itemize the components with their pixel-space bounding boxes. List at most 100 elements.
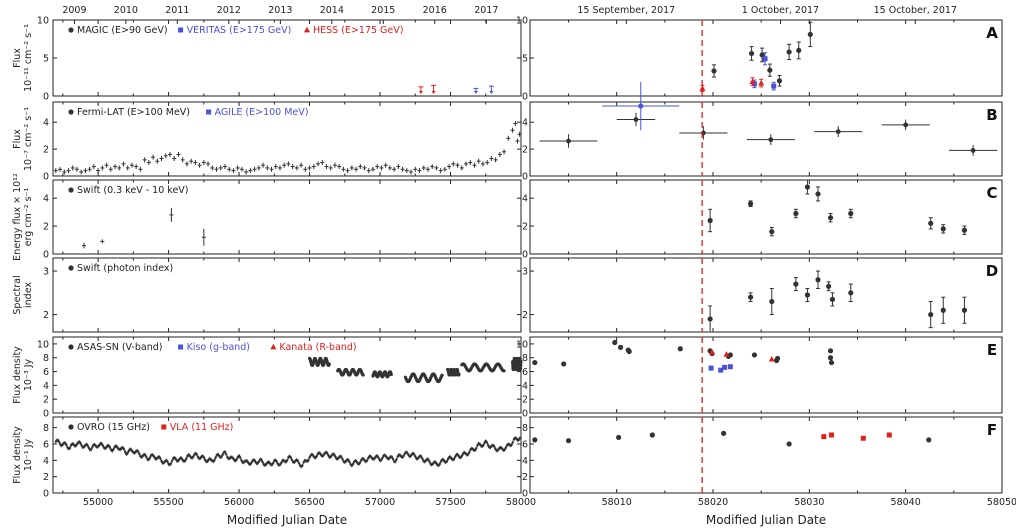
data-point bbox=[389, 372, 393, 377]
data-point bbox=[231, 457, 235, 460]
legend-label: VERITAS (E>175 GeV) bbox=[187, 25, 292, 36]
panel-C-ylabel: erg cm⁻² s⁻¹ bbox=[23, 187, 34, 246]
data-point bbox=[390, 455, 393, 459]
data-point bbox=[253, 458, 256, 462]
data-point bbox=[721, 430, 727, 436]
data-point bbox=[829, 432, 835, 438]
data-point bbox=[749, 78, 756, 84]
data-point bbox=[391, 457, 395, 461]
data-point bbox=[136, 450, 140, 453]
top-year-label: 2016 bbox=[423, 5, 447, 16]
ytick-label-right: 4 bbox=[522, 118, 528, 129]
data-point bbox=[138, 452, 141, 455]
top-year-label: 2013 bbox=[268, 5, 292, 16]
panel-B-ylabel: 10⁻⁷ cm⁻² s⁻¹ bbox=[23, 107, 34, 171]
ytick-label: 0 bbox=[43, 489, 49, 500]
data-point bbox=[311, 454, 315, 457]
data-point bbox=[419, 455, 423, 458]
data-point bbox=[58, 441, 61, 444]
ytick-label-right: 10 bbox=[516, 339, 528, 350]
panel-E-left-frame bbox=[52, 336, 522, 414]
ytick-label: 4 bbox=[43, 381, 49, 392]
data-point bbox=[532, 437, 538, 443]
data-point bbox=[633, 117, 639, 122]
data-point bbox=[940, 307, 946, 313]
legend-entry: Kiso (g-band) bbox=[178, 342, 250, 353]
ytick-label-right: 2 bbox=[522, 472, 528, 483]
data-point bbox=[445, 460, 449, 463]
data-point bbox=[347, 458, 350, 462]
series-right bbox=[707, 270, 968, 333]
data-point bbox=[616, 434, 622, 441]
data-point bbox=[727, 364, 733, 370]
data-point bbox=[747, 294, 754, 300]
top-date-label: 1 October, 2017 bbox=[742, 5, 819, 16]
panel-D-left-frame bbox=[52, 257, 522, 333]
legend-label: VLA (11 GHz) bbox=[170, 422, 234, 433]
panel-E-right-frame bbox=[529, 336, 1003, 414]
top-date-label: 15 October, 2017 bbox=[874, 5, 957, 16]
data-point bbox=[224, 453, 228, 456]
panel-E bbox=[307, 337, 835, 413]
data-point bbox=[565, 438, 572, 444]
data-point bbox=[74, 444, 77, 448]
data-point bbox=[786, 49, 792, 55]
data-point bbox=[807, 31, 813, 38]
data-point bbox=[848, 290, 854, 296]
legend-label: Kiso (g-band) bbox=[187, 342, 250, 353]
data-point bbox=[115, 445, 119, 448]
data-point bbox=[769, 298, 775, 305]
legend-marker bbox=[178, 27, 184, 33]
ytick-label-right: 10 bbox=[516, 16, 528, 27]
panel-D-ylabel: index bbox=[23, 282, 34, 308]
panel-letter: A bbox=[986, 24, 998, 42]
data-point bbox=[351, 462, 355, 466]
ytick-label: 0 bbox=[43, 409, 49, 420]
data-point bbox=[91, 446, 94, 449]
data-point bbox=[334, 455, 337, 458]
data-point bbox=[123, 450, 127, 454]
xtick-label: 58000 bbox=[506, 497, 536, 508]
legend-entry: Swift (photon index) bbox=[68, 263, 173, 274]
data-point bbox=[79, 441, 82, 445]
legend-entry: MAGIC (E>90 GeV) bbox=[68, 25, 168, 36]
xtick-label: 58010 bbox=[602, 497, 632, 508]
data-point bbox=[195, 453, 198, 456]
ytick-label-right: 4 bbox=[522, 194, 528, 205]
data-point bbox=[970, 148, 976, 153]
ytick-label: 4 bbox=[43, 118, 49, 129]
ytick-label-right: 0 bbox=[522, 409, 528, 420]
data-point bbox=[827, 348, 834, 354]
legend-label: MAGIC (E>90 GeV) bbox=[77, 25, 168, 36]
xtick-label: 56000 bbox=[224, 497, 254, 508]
data-point bbox=[835, 129, 841, 135]
data-point bbox=[767, 67, 773, 73]
data-point bbox=[250, 460, 254, 463]
top-year-label: 2015 bbox=[371, 5, 395, 16]
legend-label: Swift (photon index) bbox=[77, 263, 173, 274]
data-point bbox=[261, 460, 264, 464]
data-point bbox=[107, 444, 110, 447]
data-point bbox=[361, 373, 365, 377]
data-point bbox=[213, 459, 216, 462]
data-point bbox=[815, 277, 821, 283]
data-point bbox=[112, 448, 115, 451]
top-year-label: 2012 bbox=[217, 5, 241, 16]
data-point bbox=[457, 372, 461, 376]
data-point bbox=[768, 137, 774, 143]
series-right bbox=[532, 339, 835, 367]
axes-layer bbox=[52, 19, 1003, 494]
panel-F-ylabel: Flux density bbox=[12, 426, 23, 484]
panel-B-left-frame bbox=[52, 101, 522, 177]
legend-label: HESS (E>175 GeV) bbox=[313, 25, 403, 36]
data-point bbox=[492, 444, 496, 448]
data-point bbox=[380, 458, 383, 462]
panel-letter: D bbox=[986, 262, 998, 280]
series-right bbox=[539, 112, 998, 156]
ytick-label: 2 bbox=[43, 310, 49, 321]
legend-entry: Kanata (R-band) bbox=[270, 342, 357, 353]
data-point bbox=[170, 459, 174, 463]
top-year-label: 2017 bbox=[474, 5, 498, 16]
ytick-label-right: 3 bbox=[522, 267, 528, 278]
data-point bbox=[827, 355, 834, 361]
